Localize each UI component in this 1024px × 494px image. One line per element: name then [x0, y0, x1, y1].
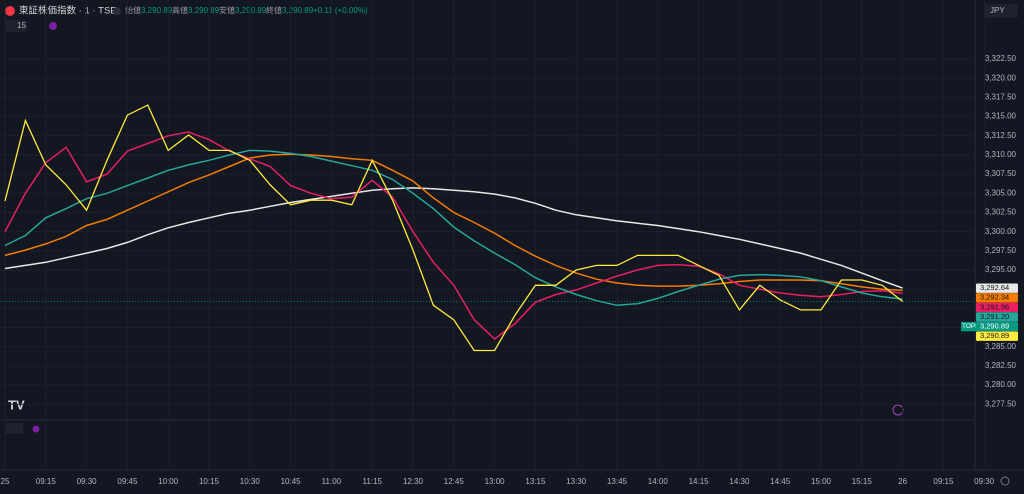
- ohlc-legend: 始値 3,290.89 高値 3,290.89 安値 3,290.89 終値 3,290.89: [125, 5, 314, 15]
- y-tick-label: 3,307.50: [985, 169, 1017, 178]
- y-tick-label: 3,297.50: [985, 246, 1017, 255]
- ohlc-value: 3,290.89: [282, 6, 314, 15]
- symbol-icon: [5, 6, 15, 16]
- interval-button[interactable]: [5, 20, 27, 32]
- pane-collapse[interactable]: [5, 423, 23, 434]
- y-tick-label: 3,285.00: [985, 342, 1017, 351]
- symbol-tag-label: TOPIX: [962, 323, 982, 330]
- price-tag-label: 3,290.89: [980, 321, 1009, 330]
- series-line: [4, 187, 903, 289]
- ohlc-label: 安値: [219, 5, 235, 15]
- ohlc-value: 3,290.89: [141, 6, 173, 15]
- price-tag-label: 3,290.89: [980, 331, 1009, 340]
- y-tick-label: 3,305.00: [985, 188, 1017, 197]
- x-tick-label: 09:15: [933, 477, 954, 486]
- y-tick-label: 3,295.00: [985, 265, 1017, 274]
- logo: TV: [8, 397, 25, 412]
- x-tick-label: 11:15: [362, 477, 382, 486]
- price-tag-label: 3,291.20: [980, 312, 1009, 321]
- y-tick-label: 3,277.50: [985, 399, 1017, 408]
- y-tick-label: 3,315.00: [985, 112, 1017, 121]
- price-tag: [976, 312, 1018, 322]
- x-tick-label: 14:15: [689, 477, 710, 486]
- axes: 3,277.503,280.003,282.503,285.003,287.50…: [1, 54, 1018, 486]
- price-tag: [976, 302, 1018, 313]
- y-tick-label: 3,320.00: [985, 73, 1017, 82]
- x-tick-label: 11:00: [322, 477, 342, 486]
- y-tick-label: 3,282.50: [985, 361, 1017, 370]
- symbol-tag-clip: TOPIX: [962, 323, 982, 330]
- change: +0.11 (+0.00%): [313, 6, 368, 15]
- price-tag: [976, 283, 1018, 293]
- series-line: [4, 104, 904, 352]
- x-tick-label: 09:15: [36, 477, 57, 486]
- indicator-icon[interactable]: [49, 22, 57, 30]
- x-tick-label: 12:30: [403, 477, 424, 486]
- x-tick-label: 13:15: [525, 477, 546, 486]
- symbol-title[interactable]: 東証株価指数 · 1 · TSE: [19, 5, 117, 17]
- x-tick-label: 10:00: [158, 477, 179, 486]
- y-tick-label: 3,322.50: [985, 54, 1017, 63]
- interval: 15: [17, 21, 26, 30]
- x-tick-label: 14:30: [729, 477, 750, 486]
- x-tick-label: 14:00: [648, 477, 669, 486]
- y-tick-label: 3,312.50: [985, 131, 1017, 140]
- ohlc-value: 3,290.89: [235, 6, 267, 15]
- x-tick-label: 13:00: [485, 477, 506, 486]
- ohlc-label: 始値: [125, 5, 141, 15]
- series-line: [4, 131, 903, 340]
- price-tag-label: 3,292.34: [980, 293, 1009, 302]
- ohlc-label: 終値: [266, 5, 282, 15]
- ohlc-value: 3,290.89: [188, 6, 220, 15]
- x-tick-label: 12:45: [444, 477, 465, 486]
- x-tick-label: 13:30: [566, 477, 587, 486]
- x-tick-label: 09:30: [974, 477, 995, 486]
- y-tick-label: 3,310.00: [985, 150, 1017, 159]
- ohlc-label: 高値: [172, 5, 188, 15]
- eye-icon[interactable]: [113, 7, 121, 15]
- x-tick-label: 15:15: [852, 477, 873, 486]
- x-tick-label: 09:45: [117, 477, 138, 486]
- symbol-tag: [961, 321, 976, 332]
- x-tick-label: 13:45: [607, 477, 628, 486]
- x-tick-label: 26: [898, 477, 907, 486]
- x-tick-label: 15:00: [811, 477, 832, 486]
- price-tag: [976, 331, 1018, 341]
- x-tick-label: 10:30: [240, 477, 261, 486]
- price-tag: [976, 293, 1018, 303]
- y-tick-label: 3,280.00: [985, 380, 1017, 389]
- x-tick-label: 25: [1, 477, 10, 486]
- price-tag: [976, 321, 1018, 332]
- plot-area: [0, 104, 975, 352]
- grid: [0, 0, 984, 470]
- series-line: [4, 153, 903, 292]
- y-tick-label: 3,302.50: [985, 208, 1017, 217]
- price-tag-label: 3,292.64: [980, 283, 1009, 292]
- y-tick-label: 3,317.50: [985, 93, 1017, 102]
- settings-icon[interactable]: [1000, 476, 1010, 486]
- x-tick-label: 09:30: [77, 477, 98, 486]
- y-tick-label: 3,300.00: [985, 227, 1017, 236]
- series-line: [4, 149, 903, 307]
- x-tick-label: 14:45: [770, 477, 791, 486]
- x-tick-label: 10:15: [199, 477, 220, 486]
- pane-indicator-icon[interactable]: [32, 425, 40, 433]
- price-tag-label: 3,291.96: [980, 302, 1009, 311]
- x-tick-label: 10:45: [281, 477, 302, 486]
- currency: JPY: [990, 6, 1005, 15]
- currency-button[interactable]: [984, 4, 1018, 18]
